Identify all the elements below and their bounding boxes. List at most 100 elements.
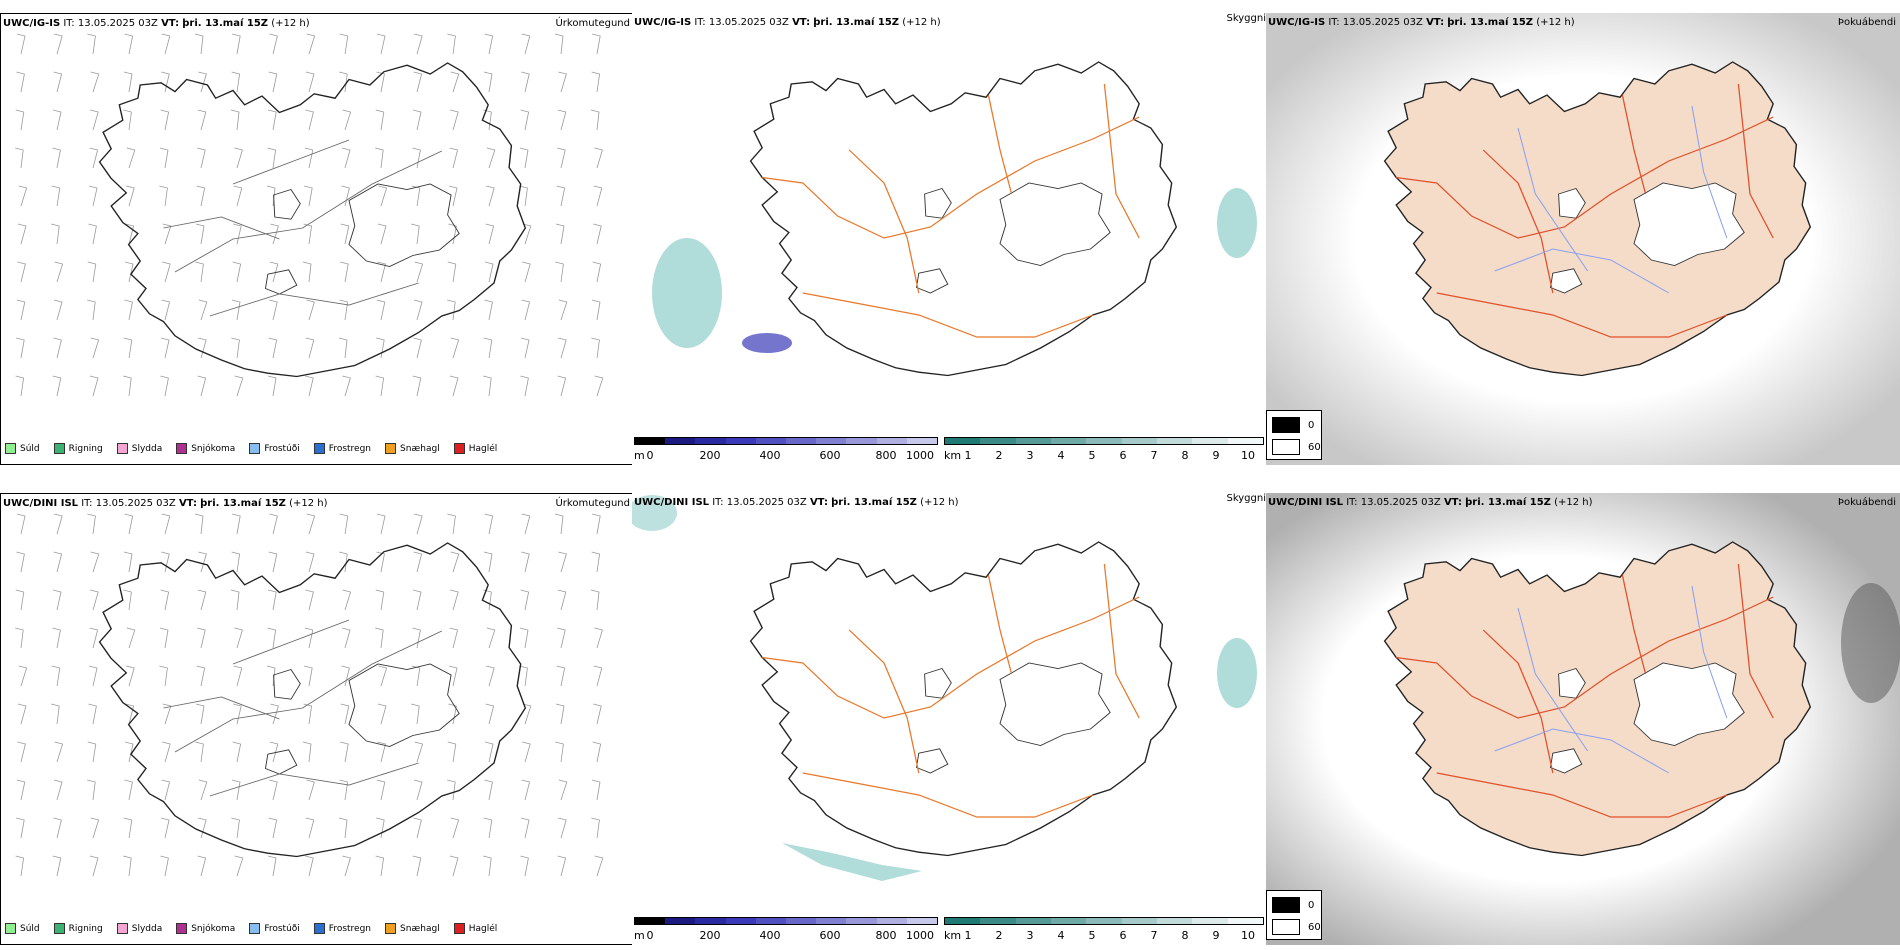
- wind-barb: [161, 33, 171, 55]
- field-name: Skyggni: [1226, 13, 1266, 24]
- wind-barb: [304, 665, 313, 687]
- wind-barb: [450, 817, 460, 839]
- wind-barb: [160, 375, 169, 397]
- wind-barb: [232, 741, 242, 763]
- visibility-unit: km: [944, 449, 962, 462]
- wind-barb: [195, 261, 204, 283]
- wind-barb: [483, 551, 493, 573]
- wind-barb: [234, 855, 244, 877]
- wind-barb: [450, 71, 460, 93]
- wind-barb: [52, 109, 62, 131]
- wind-barb: [376, 299, 386, 321]
- wind-barb: [16, 337, 25, 359]
- precip-type-panel-2: UWC/DINI ISL IT: 13.05.2025 03Z VT: þri.…: [0, 493, 635, 945]
- wind-barb: [160, 337, 170, 359]
- wind-barb: [123, 551, 133, 573]
- wind-barb: [484, 261, 494, 283]
- wind-barb: [195, 741, 204, 763]
- wind-barb: [306, 33, 316, 55]
- wind-barb: [304, 185, 313, 207]
- wind-barb: [554, 33, 564, 55]
- terrain-unit: m: [634, 929, 645, 942]
- precip-legend: Súld Rigning Slydda Snjókoma Frostúði Fr…: [5, 443, 497, 454]
- legend-item-snaehagl: Snæhagl: [385, 443, 440, 454]
- wind-barb: [268, 551, 278, 573]
- wind-barb: [162, 223, 172, 245]
- wind-barb: [89, 147, 99, 169]
- wind-barb: [521, 71, 530, 93]
- wind-barb: [521, 299, 531, 321]
- wind-barb: [268, 71, 278, 93]
- tick: 1000: [906, 449, 934, 462]
- wind-barb: [412, 109, 422, 131]
- vt-label: VT:: [809, 497, 828, 508]
- legend-item-rigning: Rigning: [53, 443, 103, 454]
- wind-barb: [412, 147, 421, 169]
- wind-barb: [124, 513, 134, 535]
- wind-barb: [375, 589, 385, 611]
- vt-value: þri. 13.maí 15Z: [1465, 497, 1551, 508]
- wind-barb: [378, 665, 388, 687]
- wind-barb: [15, 375, 25, 397]
- wind-barb: [485, 703, 495, 725]
- wind-barb: [269, 299, 278, 321]
- header: UWC/IG-IS IT: 13.05.2025 03Z VT: þri. 13…: [1268, 17, 1575, 28]
- wind-barb: [18, 185, 28, 207]
- visibility-colorbar: km 1 2 3 4 5 6 7 8 9 10: [944, 437, 1264, 465]
- wind-barb: [338, 337, 348, 359]
- legend-item-sudd: Súld: [5, 443, 40, 454]
- wind-barb: [413, 779, 423, 801]
- wind-barb: [557, 375, 567, 397]
- lead-time: (+12 h): [289, 498, 328, 509]
- wind-barb: [123, 375, 132, 397]
- wind-barb: [556, 185, 566, 207]
- wind-barb: [53, 551, 63, 573]
- wind-barb: [413, 817, 422, 839]
- wind-barb: [230, 109, 240, 131]
- wind-barb: [376, 33, 386, 55]
- lead-time: (+12 h): [902, 17, 941, 28]
- lead-time: (+12 h): [1554, 497, 1593, 508]
- wind-barb: [305, 551, 315, 573]
- wind-barb: [89, 627, 99, 649]
- wind-barbs: [15, 513, 604, 877]
- wind-barb: [449, 855, 459, 877]
- wind-barb: [520, 375, 529, 397]
- wind-barb: [375, 147, 384, 169]
- wind-barb: [591, 551, 601, 573]
- fog-legend-item: 0: [1272, 417, 1314, 433]
- wind-barb: [88, 703, 97, 725]
- legend-item-snjokoma: Snjókoma: [176, 443, 235, 454]
- fog-map-2: [1266, 493, 1900, 945]
- wind-barb: [448, 665, 458, 687]
- wind-barb: [197, 855, 207, 877]
- wind-barb: [340, 741, 349, 763]
- precip-map-1: [15, 33, 604, 397]
- tick: 800: [875, 449, 897, 462]
- visibility-panel-2: UWC/DINI ISL IT: 13.05.2025 03Z VT: þri.…: [632, 493, 1266, 945]
- wind-barb: [411, 703, 420, 725]
- wind-barb: [196, 665, 206, 687]
- wind-barb: [231, 551, 241, 573]
- wind-barb: [162, 261, 171, 283]
- wind-barb: [486, 665, 495, 687]
- wind-barb: [522, 223, 532, 245]
- tick: 8: [1181, 449, 1189, 462]
- wind-barb: [231, 817, 240, 839]
- wind-barb: [555, 223, 565, 245]
- wind-barb: [447, 299, 456, 321]
- wind-barb: [485, 223, 495, 245]
- wind-barb: [411, 223, 420, 245]
- wind-barb: [197, 627, 206, 649]
- wind-barb: [126, 185, 135, 207]
- legend-item-frostudi: Frostúði: [249, 443, 300, 454]
- wind-barb: [87, 513, 96, 535]
- wind-barb: [16, 299, 26, 321]
- wind-barb: [125, 223, 135, 245]
- wind-barb: [592, 741, 602, 763]
- wind-barb: [484, 33, 494, 55]
- wind-barb: [483, 375, 492, 397]
- wind-barb: [412, 375, 422, 397]
- wind-barb: [339, 513, 349, 535]
- wind-barb: [303, 703, 313, 725]
